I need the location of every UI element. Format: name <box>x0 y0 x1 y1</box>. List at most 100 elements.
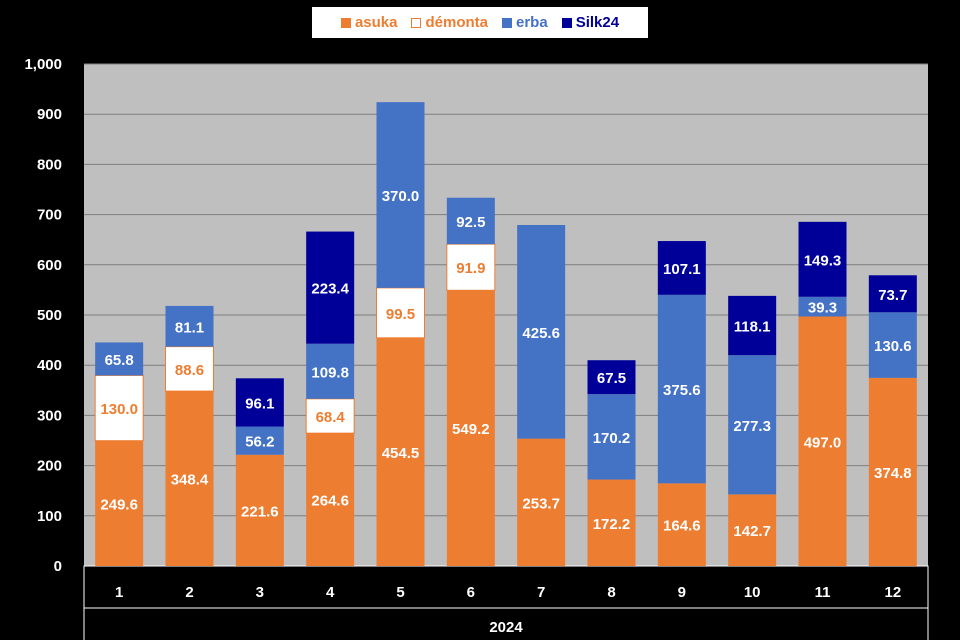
x-tick-label: 7 <box>537 584 545 601</box>
x-tick-label: 6 <box>467 584 475 601</box>
legend-swatch <box>561 17 572 28</box>
legend-label: démonta <box>425 14 488 31</box>
bar-asuka-12 <box>868 377 917 566</box>
legend-swatch <box>340 17 351 28</box>
bar-erba-8 <box>587 394 636 480</box>
data-label: 277.3 <box>733 418 771 435</box>
bar-silk24-12 <box>868 275 917 313</box>
bar-silk24-4 <box>306 231 355 344</box>
y-tick-label: 0 <box>54 558 62 575</box>
data-label: 374.8 <box>874 465 912 482</box>
legend-swatch <box>411 17 422 28</box>
bar-erba-4 <box>306 343 355 399</box>
legend-label: Silk24 <box>575 14 620 31</box>
y-tick-label: 100 <box>37 508 62 525</box>
data-label: 425.6 <box>522 325 560 342</box>
bar-asuka-6 <box>446 290 495 566</box>
data-label: 497.0 <box>804 434 842 451</box>
x-tick-label: 9 <box>678 584 686 601</box>
data-label: 118.1 <box>734 319 771 336</box>
bar-erba-12 <box>868 312 917 378</box>
chart-legend: asuka démonta erba Silk24 <box>312 7 648 38</box>
x-tick-label: 8 <box>607 584 615 601</box>
bar-silk24-8 <box>587 360 636 395</box>
bar-dmonta-1 <box>94 374 144 442</box>
data-label: 65.8 <box>105 352 134 369</box>
legend-label: erba <box>516 14 548 31</box>
bar-erba-9 <box>657 294 706 484</box>
bar-asuka-3 <box>235 454 284 566</box>
bar-silk24-10 <box>728 295 777 356</box>
data-label: 68.4 <box>316 409 346 426</box>
y-tick-label: 200 <box>37 458 62 475</box>
legend-label: asuka <box>354 14 398 31</box>
data-label: 370.0 <box>382 188 420 205</box>
data-label: 549.2 <box>452 421 490 438</box>
data-label: 99.5 <box>386 306 415 323</box>
data-label: 73.7 <box>878 287 907 304</box>
data-label: 96.1 <box>245 395 274 412</box>
legend-item: Silk24 <box>561 14 620 31</box>
data-label: 172.2 <box>593 516 631 533</box>
legend-item: démonta <box>411 14 488 31</box>
data-label: 39.3 <box>808 300 837 317</box>
y-tick-label: 500 <box>37 307 62 324</box>
y-tick-label: 900 <box>37 106 62 123</box>
data-label: 92.5 <box>456 214 485 231</box>
bar-asuka-8 <box>587 479 636 566</box>
data-label: 253.7 <box>522 495 560 512</box>
y-tick-label: 700 <box>37 207 62 224</box>
data-label: 149.3 <box>804 252 842 269</box>
bar-erba-1 <box>95 342 144 376</box>
bar-asuka-9 <box>657 483 706 566</box>
x-tick-label: 2 <box>185 584 193 601</box>
data-label: 375.6 <box>663 382 701 399</box>
x-tick-label: 3 <box>256 584 264 601</box>
y-tick-label: 400 <box>37 357 62 374</box>
x-axis-frame <box>83 565 929 640</box>
bar-asuka-5 <box>376 337 425 566</box>
data-label: 223.4 <box>311 281 349 298</box>
bar-erba-2 <box>165 305 214 347</box>
x-tick-label: 10 <box>744 584 761 601</box>
bar-erba-11 <box>798 296 847 317</box>
legend-swatch <box>502 17 512 28</box>
data-label: 170.2 <box>593 430 631 447</box>
bar-asuka-7 <box>517 438 566 566</box>
x-tick-label: 4 <box>326 584 335 601</box>
bar-silk24-3 <box>235 378 284 427</box>
data-label: 264.6 <box>311 493 349 510</box>
y-tick-label: 600 <box>37 257 62 274</box>
data-label: 164.6 <box>663 518 701 535</box>
y-tick-label: 1,000 <box>24 56 62 73</box>
data-label: 109.8 <box>311 364 349 381</box>
data-label: 221.6 <box>241 503 279 520</box>
data-label: 348.4 <box>171 472 209 489</box>
bar-dmonta-2 <box>165 346 214 392</box>
data-label: 91.9 <box>456 260 485 277</box>
data-label: 107.1 <box>663 261 701 278</box>
bar-erba-5 <box>376 102 425 288</box>
legend-item: erba <box>502 14 548 31</box>
data-label: 130.6 <box>874 338 912 355</box>
x-group-label: 2024 <box>489 619 523 636</box>
bar-erba-7 <box>517 224 566 439</box>
x-tick-label: 12 <box>884 584 901 601</box>
legend-item: asuka <box>340 14 398 31</box>
data-label: 130.0 <box>100 401 138 418</box>
data-label: 56.2 <box>245 434 274 451</box>
bar-silk24-11 <box>798 221 847 297</box>
bar-dmonta-4 <box>305 398 355 434</box>
data-label: 249.6 <box>100 496 138 513</box>
data-label: 67.5 <box>597 370 626 387</box>
bar-silk24-9 <box>657 241 706 295</box>
bar-erba-10 <box>728 355 777 495</box>
bar-dmonta-5 <box>376 287 425 339</box>
bar-erba-3 <box>235 426 284 455</box>
y-tick-label: 800 <box>37 156 62 173</box>
data-label: 142.7 <box>733 523 771 540</box>
bar-asuka-1 <box>95 440 144 566</box>
bar-erba-6 <box>446 197 495 245</box>
y-tick-label: 300 <box>37 407 62 424</box>
